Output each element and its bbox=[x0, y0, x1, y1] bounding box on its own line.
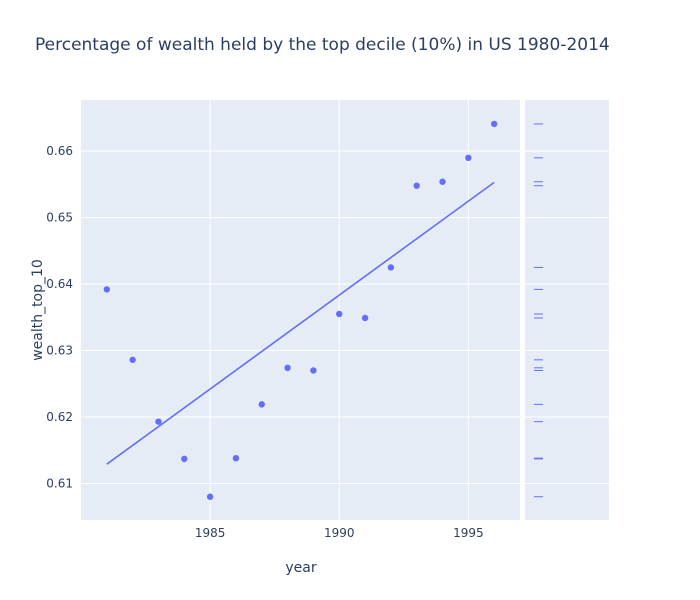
data-point bbox=[129, 356, 136, 364]
y-tick-label: 0.63 bbox=[46, 344, 73, 358]
data-point bbox=[336, 310, 343, 318]
grid-lines bbox=[81, 100, 609, 520]
x-tick-label: 1995 bbox=[453, 526, 484, 540]
tick-labels: 0.61 0.62 0.63 0.64 0.65 0.66 1985 1990 1995 bbox=[46, 144, 483, 540]
data-point bbox=[181, 455, 188, 463]
chart-title: Percentage of wealth held by the top dec… bbox=[35, 35, 610, 55]
y-axis-title: wealth_top_10 bbox=[30, 259, 46, 361]
x-axis-title: year bbox=[285, 560, 316, 576]
y-tick-label: 0.66 bbox=[46, 144, 73, 158]
data-point bbox=[439, 178, 446, 185]
y-tick-label: 0.65 bbox=[46, 211, 73, 225]
data-point bbox=[206, 493, 214, 500]
main-plot-background bbox=[81, 100, 520, 520]
data-point bbox=[284, 364, 291, 372]
y-tick-label: 0.62 bbox=[46, 410, 73, 424]
y-tick-label: 0.64 bbox=[46, 277, 73, 291]
data-point bbox=[413, 182, 420, 189]
y-tick-label: 0.61 bbox=[46, 476, 73, 490]
x-tick-label: 1985 bbox=[195, 526, 226, 540]
data-point bbox=[361, 314, 369, 322]
x-tick-label: 1990 bbox=[324, 526, 355, 540]
data-point bbox=[103, 286, 111, 293]
rug-marks bbox=[534, 123, 543, 498]
data-point bbox=[387, 264, 395, 271]
data-point bbox=[258, 401, 265, 408]
trendline bbox=[106, 181, 495, 465]
data-point bbox=[310, 367, 317, 374]
data-point bbox=[232, 454, 240, 462]
data-point bbox=[490, 120, 498, 128]
data-point bbox=[155, 418, 162, 425]
data-point bbox=[465, 154, 472, 162]
data-marks bbox=[103, 120, 498, 500]
rug-plot-background bbox=[525, 100, 609, 520]
